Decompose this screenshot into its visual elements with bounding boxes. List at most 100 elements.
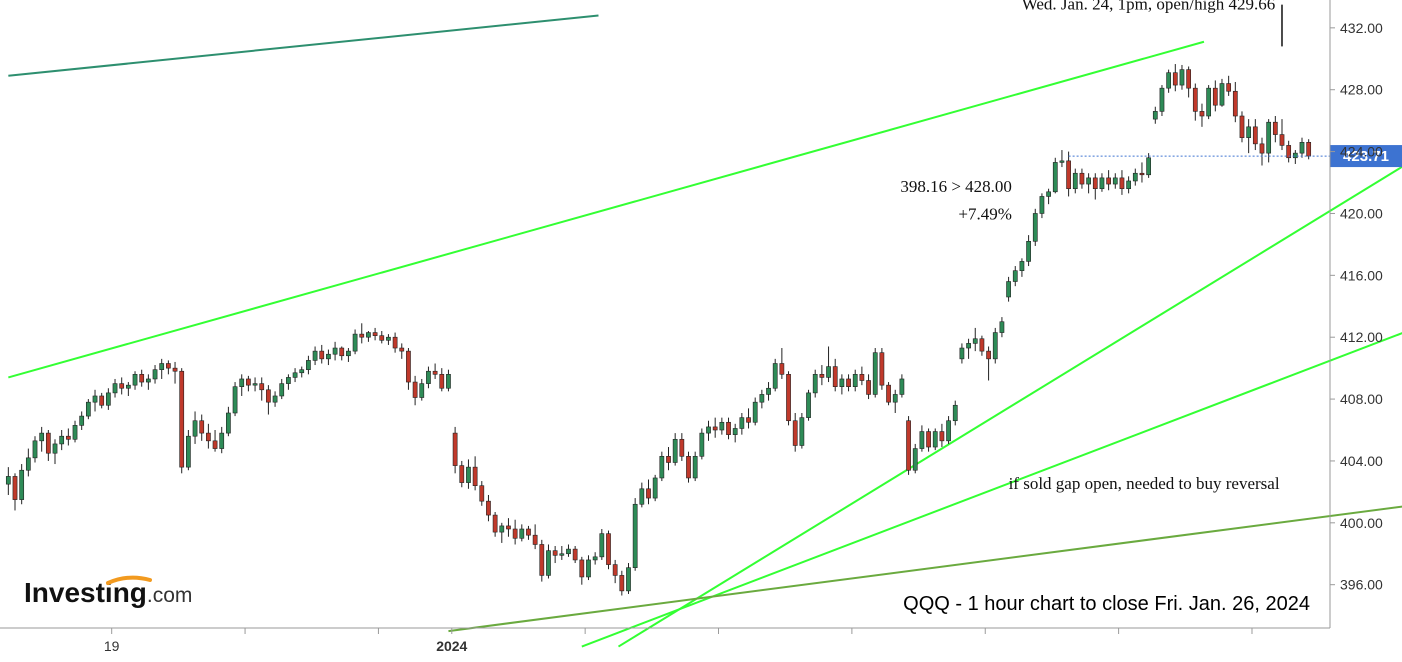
candle-body [399,347,405,352]
candle [25,448,31,477]
y-tick-label: 400.00 [1340,515,1383,531]
candle-body [759,394,765,403]
candle-body [292,372,298,378]
candle [152,365,158,384]
candle-body [892,394,898,403]
y-tick-label: 416.00 [1340,267,1383,283]
candle [226,406,231,437]
candle-body [65,435,71,440]
candle [1106,170,1111,191]
candle [946,416,951,444]
candle-body [1099,177,1105,190]
candle-body [586,559,591,578]
candle [1239,111,1245,143]
candle-body [1252,126,1258,145]
candle [119,377,125,395]
candle-body [732,428,738,435]
candle [572,546,578,564]
candle [926,428,931,452]
x-tick-label: 19 [104,638,120,654]
candle [392,332,398,353]
candle [1206,85,1212,120]
candle [479,481,485,506]
candle [1052,157,1058,194]
candle-body [239,378,245,387]
candle-body [466,466,471,483]
candle-body [1179,69,1185,86]
candle [606,530,611,570]
candle [799,412,805,449]
candle [1086,173,1091,194]
candle-body [306,360,311,370]
candle-body [699,432,705,457]
candle [1232,81,1238,123]
candle [232,382,238,417]
candle-body [599,533,605,558]
candle [146,374,151,390]
candle-body [579,559,585,578]
candle [1246,119,1252,154]
candle-body [659,456,665,479]
candle-body [879,352,885,386]
candle [206,423,211,449]
candle [1192,83,1198,121]
candle-body [1192,87,1198,112]
candle [559,546,565,560]
chart-title: QQQ - 1 hour chart to close Fri. Jan. 26… [903,593,1310,615]
x-tick-label: 2024 [436,638,467,654]
candle-body [459,465,465,483]
candle-body [539,544,545,576]
candle-body [646,488,651,499]
candle [1026,235,1031,267]
candle [959,343,965,364]
trendline-5 [448,505,1402,633]
candle [452,426,458,474]
candle-body [1086,177,1091,185]
candle-body [319,350,325,360]
candle-body [1246,126,1252,138]
candle-body [372,332,378,336]
candle-body [119,383,125,389]
candle-body [1112,177,1118,185]
candles-layer [5,64,1312,596]
candle-body [846,378,851,387]
candle-body [19,469,25,500]
candle-body [752,401,758,423]
candle-body [212,440,218,449]
candle [832,358,838,392]
candle [139,369,145,387]
candle-body [926,431,931,448]
candle [746,408,751,429]
candle [526,525,531,540]
candle [1252,119,1258,151]
candle [1079,168,1085,189]
candle [466,459,471,489]
candle-body [192,420,198,437]
candle [1059,150,1065,168]
candle [266,385,271,415]
candle-body [286,377,291,384]
candle [852,369,858,392]
candle-body [1306,142,1312,157]
candle [39,426,45,452]
candle [366,331,371,342]
candle [12,473,18,511]
candle [239,374,245,396]
candle-body [939,431,945,442]
candle-body [906,420,911,471]
candle-body [592,556,598,561]
candle [1172,64,1178,92]
candle [679,433,685,461]
candle [1039,193,1045,219]
candle [792,412,798,452]
candle [579,556,585,585]
candle [426,366,431,389]
candle [966,338,971,359]
candle [712,417,718,438]
candle [272,391,278,407]
y-tick-label: 396.00 [1340,577,1383,593]
candle-body [1152,111,1158,120]
investing-logo: Investing.com [24,575,192,608]
candle-body [779,363,785,375]
candle [1186,66,1192,98]
